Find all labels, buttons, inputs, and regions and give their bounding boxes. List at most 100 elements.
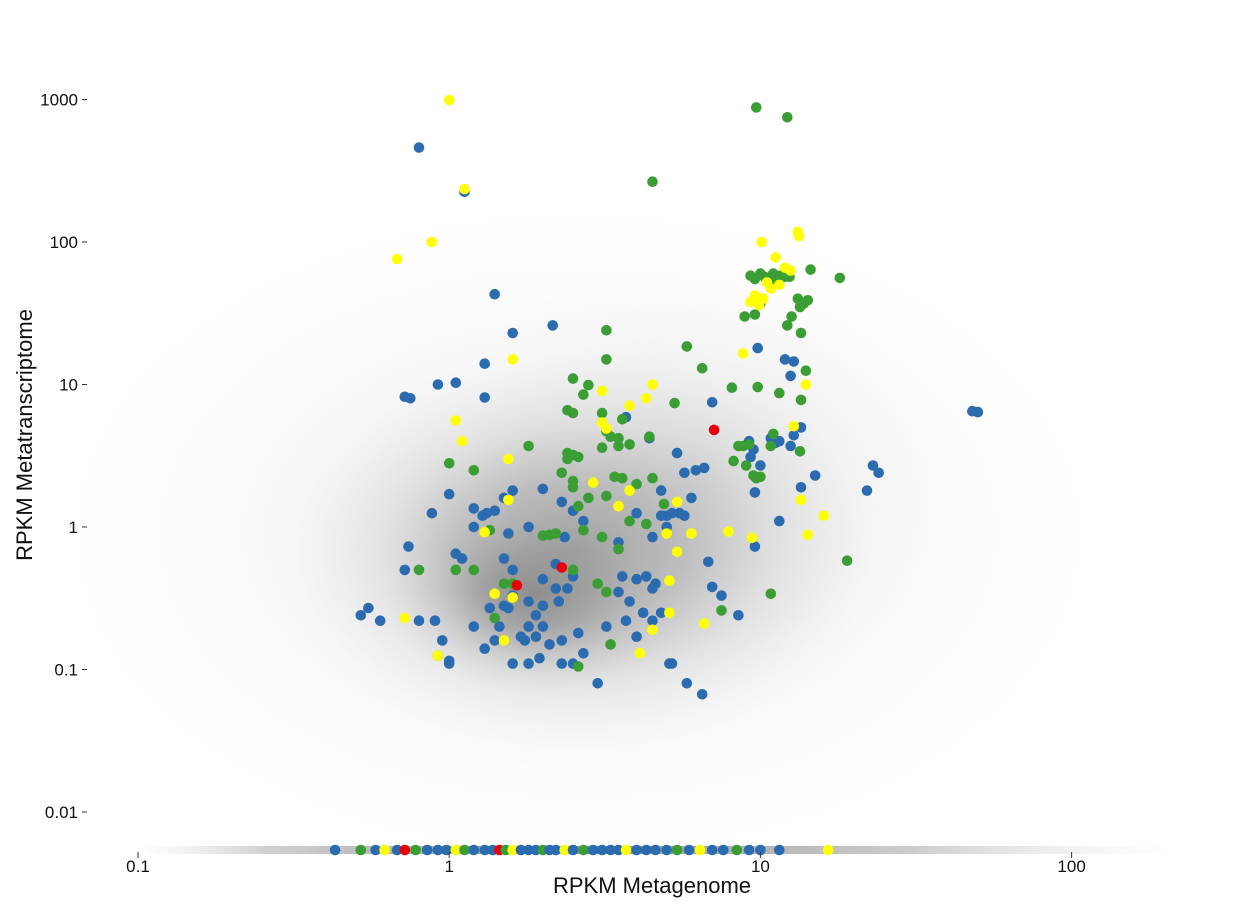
point-1-83 [681,341,693,352]
point-0-61 [507,658,518,669]
point-0-19 [507,485,518,496]
baseline-point-25 [567,844,579,856]
point-2-25 [498,635,510,646]
baseline-point-13 [479,844,491,856]
point-2-30 [601,423,612,434]
point-0-118 [749,541,761,552]
point-0-6 [450,377,462,389]
baseline-point-19 [523,844,534,856]
baseline-point-5 [399,844,411,856]
point-0-16 [468,521,480,533]
point-1-61 [578,524,589,536]
point-2-23 [489,588,501,600]
point-0-90 [666,507,678,519]
point-1-88 [740,460,752,471]
baseline-point-38 [694,844,706,856]
point-0-76 [631,631,642,642]
point-0-134 [537,573,549,585]
point-0-120 [779,354,791,365]
x-tick-label-1: 1 [444,857,453,876]
baseline-point-4 [391,844,403,856]
point-2-46 [746,532,758,544]
point-0-126 [867,460,879,471]
point-0-66 [578,648,589,659]
point-0-131 [578,515,589,527]
baseline-point-31 [620,844,632,856]
point-1-37 [596,407,608,419]
point-0-20 [523,521,534,533]
background-point-cloud [58,203,1099,864]
point-0-110 [755,460,766,471]
y-tick-label-2: 10 [59,376,78,395]
point-1-84 [696,363,708,374]
x-tick-label-3: 100 [1057,857,1085,876]
series-3 [511,424,720,591]
point-0-102 [655,485,667,496]
point-0-129 [972,406,984,418]
point-0-105 [716,590,727,601]
point-1-30 [601,325,612,336]
point-0-10 [405,393,416,404]
point-1-23 [786,311,797,322]
baseline-point-2 [370,844,381,856]
point-3-1 [556,562,568,573]
point-2-36 [671,496,683,508]
baseline-point-35 [661,844,672,856]
point-0-78 [647,615,658,626]
point-1-59 [624,515,635,527]
point-1-82 [669,397,680,409]
baseline-point-44 [774,844,785,856]
point-0-26 [503,528,514,539]
point-0-117 [749,487,761,498]
point-0-5 [432,379,444,390]
point-1-26 [795,394,807,406]
point-2-40 [647,624,658,636]
point-0-28 [507,564,518,576]
point-1-36 [583,379,594,391]
baseline-point-7 [421,844,433,856]
baseline-point-40 [718,844,729,856]
point-2-42 [661,528,672,539]
baseline-point-27 [587,844,599,856]
point-1-63 [613,543,624,555]
point-1-58 [573,500,584,512]
point-0-38 [437,635,448,646]
point-0-80 [655,607,667,619]
point-0-109 [745,451,756,463]
point-1-72 [468,564,480,576]
point-2-19 [507,354,518,365]
point-0-135 [523,596,534,607]
point-0-79 [650,578,661,589]
point-0-60 [573,627,584,639]
point-0-84 [696,689,708,700]
point-0-54 [537,621,549,632]
point-1-62 [596,531,608,543]
point-1-28 [774,387,785,399]
point-1-100 [658,498,670,510]
point-0-56 [544,639,555,650]
baseline-point-43 [755,844,766,856]
point-1-92 [765,440,777,452]
point-1-98 [841,555,853,566]
point-2-35 [647,379,658,390]
point-2-1 [459,183,470,195]
point-0-113 [774,435,785,447]
point-0-3 [507,327,518,339]
point-0-12 [426,507,438,519]
point-2-49 [795,494,807,506]
baseline-point-28 [596,844,608,856]
x-axis: 0.1 1 10 100 [126,852,1086,876]
point-0-42 [468,621,480,632]
point-0-11 [443,488,455,500]
baseline-point-30 [613,844,624,856]
point-0-36 [413,615,425,626]
point-2-38 [664,575,675,586]
point-3-2 [708,424,720,436]
point-0-33 [355,610,367,621]
point-0-52 [523,621,534,632]
point-0-43 [479,643,491,654]
point-1-2 [647,176,658,187]
point-1-78 [592,578,603,589]
point-0-69 [613,586,624,598]
point-1-24 [782,320,793,331]
